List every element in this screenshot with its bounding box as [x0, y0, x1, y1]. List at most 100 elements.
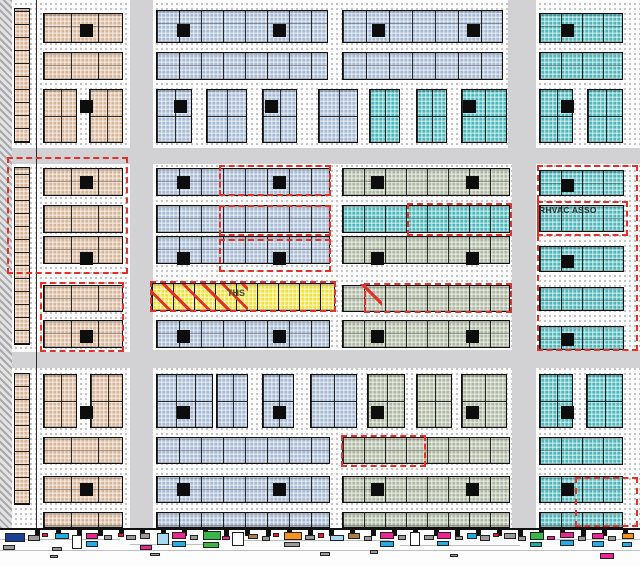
booth-marker — [380, 532, 394, 539]
rack-block — [318, 89, 358, 143]
booth-marker — [600, 553, 614, 559]
support-pillar — [466, 406, 479, 419]
support-pillar — [466, 252, 479, 265]
booth-marker — [437, 541, 449, 546]
support-pillar — [177, 176, 190, 189]
booth-marker — [28, 535, 40, 541]
rack-block — [262, 89, 297, 143]
highlight-outline — [150, 281, 336, 312]
support-pillar — [80, 483, 93, 496]
booth-marker — [547, 536, 555, 540]
ths-area-label: THS — [227, 288, 245, 298]
rack-block — [342, 52, 503, 80]
highlight-outline — [341, 435, 426, 467]
rack-block — [539, 374, 573, 428]
column-tick — [245, 530, 250, 536]
column-tick — [497, 530, 502, 536]
rack-block — [342, 236, 510, 264]
booth-marker — [157, 533, 169, 545]
support-pillar — [80, 406, 93, 419]
booth-marker — [320, 552, 330, 556]
rack-block — [539, 437, 623, 465]
booth-marker — [364, 536, 372, 541]
rack-block — [156, 89, 192, 143]
rack-block — [43, 52, 123, 80]
rack-block — [539, 52, 623, 80]
rack-block — [156, 437, 330, 464]
booth-marker — [592, 541, 604, 547]
booth-marker — [622, 542, 632, 547]
building-boundary-line — [36, 0, 37, 528]
highlight-outline — [407, 203, 512, 236]
support-pillar — [372, 24, 385, 37]
column-tick — [266, 530, 271, 536]
rhvac-association-label: RHVAC ASSO — [539, 205, 597, 215]
support-pillar — [561, 179, 574, 192]
support-pillar — [273, 252, 286, 265]
rack-block — [461, 89, 507, 143]
highlight-outline — [219, 205, 331, 236]
booth-marker — [55, 533, 69, 539]
booth-marker — [140, 533, 150, 539]
highlight-outline — [40, 282, 124, 352]
support-pillar — [80, 100, 93, 113]
rack-block — [539, 13, 623, 43]
booth-marker — [72, 535, 82, 549]
booth-marker — [455, 536, 463, 540]
booth-marker — [480, 535, 490, 541]
booth-marker — [86, 541, 98, 547]
support-pillar — [273, 483, 286, 496]
highlight-outline — [364, 283, 512, 313]
rack-block — [156, 512, 330, 528]
rack-block — [43, 437, 123, 464]
machine-detail-strip — [0, 528, 640, 566]
support-pillar — [177, 406, 190, 419]
support-pillar — [561, 406, 574, 419]
support-pillar — [467, 24, 480, 37]
booth-marker — [284, 532, 302, 540]
support-pillar — [177, 252, 190, 265]
booth-marker — [140, 545, 152, 550]
booth-marker — [232, 532, 244, 546]
booth-marker — [380, 541, 394, 547]
rack-block — [461, 374, 507, 428]
rack-block — [43, 236, 123, 264]
rack-block — [587, 89, 623, 143]
booth-marker — [437, 532, 451, 539]
booth-marker — [42, 533, 48, 537]
support-pillar — [80, 252, 93, 265]
highlight-outline — [7, 157, 128, 274]
column-tick — [371, 530, 376, 536]
support-pillar — [273, 176, 286, 189]
rack-block — [310, 374, 357, 428]
support-pillar — [466, 483, 479, 496]
support-pillar — [80, 24, 93, 37]
support-pillar — [371, 330, 384, 343]
rack-strip — [14, 8, 30, 143]
booth-marker — [203, 542, 219, 548]
support-pillar — [371, 252, 384, 265]
column-tick — [434, 530, 439, 536]
highlight-outline — [219, 165, 331, 196]
rack-block — [342, 437, 510, 464]
column-tick — [329, 530, 334, 536]
booth-marker — [504, 533, 516, 539]
rack-block — [156, 52, 328, 80]
column-tick — [518, 530, 523, 536]
column-tick — [224, 530, 229, 536]
rack-block — [539, 287, 624, 311]
support-pillar — [561, 255, 574, 268]
rack-block — [539, 246, 624, 272]
booth-marker — [410, 532, 420, 546]
rack-block — [216, 374, 248, 428]
rack-block — [43, 374, 77, 428]
rack-block — [342, 512, 510, 528]
booth-marker — [622, 533, 634, 539]
support-pillar — [371, 176, 384, 189]
highlight-outline — [575, 477, 638, 527]
rack-strip — [14, 167, 30, 345]
booth-marker — [262, 536, 270, 541]
booth-marker — [172, 532, 186, 539]
guide-line — [0, 539, 120, 540]
